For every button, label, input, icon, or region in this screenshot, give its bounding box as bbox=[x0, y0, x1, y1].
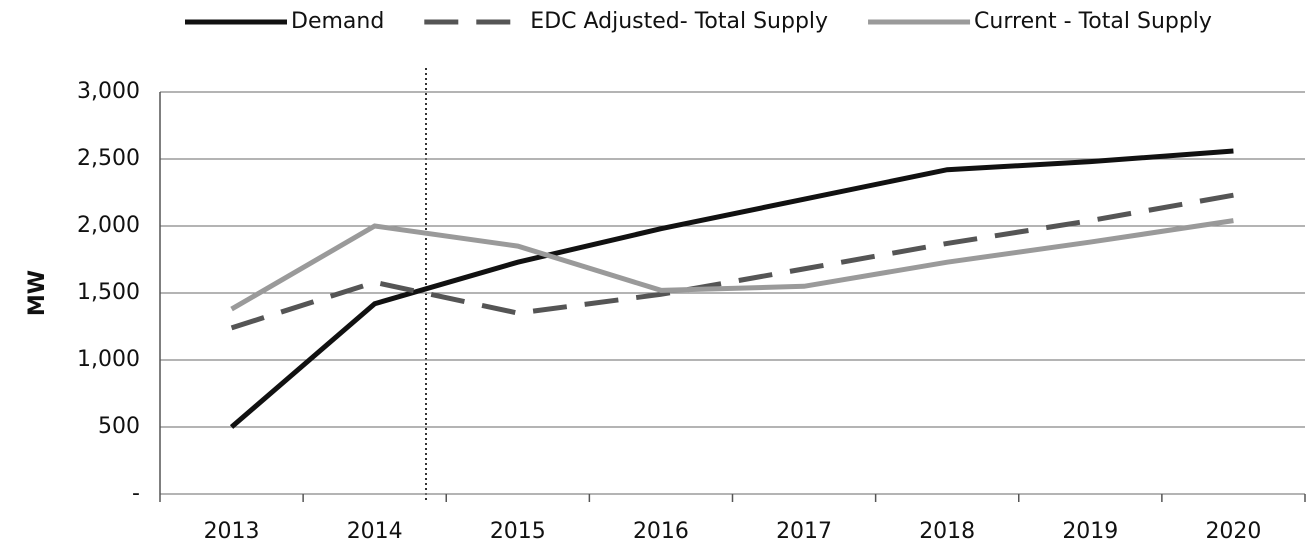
y-tick-label: 3,000 bbox=[77, 79, 140, 104]
y-axis-label: MW bbox=[25, 270, 50, 316]
y-tick-label: 2,500 bbox=[77, 146, 140, 171]
x-tick-label: 2015 bbox=[490, 519, 546, 544]
series-line bbox=[229, 148, 1234, 429]
y-tick-label: 500 bbox=[98, 414, 140, 439]
x-tick-label: 2018 bbox=[919, 519, 975, 544]
series-line bbox=[230, 192, 1234, 331]
x-tick-label: 2020 bbox=[1205, 519, 1261, 544]
legend-label: EDC Adjusted- Total Supply bbox=[530, 9, 828, 34]
legend-label: Current - Total Supply bbox=[974, 9, 1212, 34]
x-tick-label: 2019 bbox=[1062, 519, 1118, 544]
y-tick-label: 1,500 bbox=[77, 280, 140, 305]
x-tick-label: 2013 bbox=[204, 519, 260, 544]
y-tick-label: 1,000 bbox=[77, 347, 140, 372]
x-tick-label: 2014 bbox=[347, 519, 403, 544]
y-tick-label: - bbox=[132, 481, 140, 506]
legend-label: Demand bbox=[291, 9, 384, 34]
x-tick-label: 2016 bbox=[633, 519, 689, 544]
y-tick-label: 2,000 bbox=[77, 213, 140, 238]
series-line bbox=[230, 218, 1234, 312]
x-tick-label: 2017 bbox=[776, 519, 832, 544]
